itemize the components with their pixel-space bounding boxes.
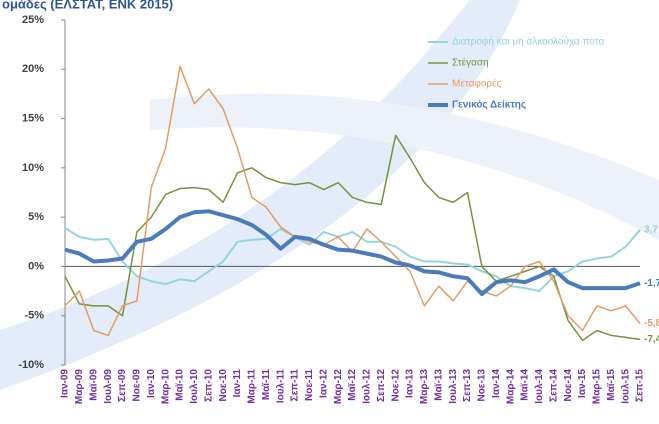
x-tick-label: Σεπ-13 — [462, 369, 473, 402]
x-tick-label: Σεπ-09 — [117, 369, 128, 402]
x-tick-label: Νοε-09 — [132, 369, 143, 402]
end-label: -1,7 — [644, 278, 659, 289]
x-tick-label: Σεπ-11 — [290, 369, 301, 402]
x-tick-label: Σεπ-14 — [548, 369, 559, 402]
y-tick-label: 10% — [22, 162, 44, 174]
x-tick-label: Ιαν-09 — [60, 369, 71, 398]
x-tick-label: Ιαν-11 — [232, 369, 243, 398]
x-tick-label: Μαϊ-11 — [261, 369, 272, 401]
x-tick-label: Ιουλ-13 — [448, 369, 459, 404]
x-tick-label: Σεπ-12 — [376, 369, 387, 402]
legend-label: Στέγαση — [452, 57, 489, 69]
background-swoosh — [0, 0, 520, 390]
x-tick-label: Μαϊ-15 — [606, 369, 617, 401]
x-tick-label: Ιουλ-09 — [103, 369, 114, 404]
x-tick-label: Μαρ-10 — [160, 369, 171, 405]
legend-label: Διατροφή και μη αλκοολούχα ποτά — [452, 36, 604, 48]
series-line — [64, 227, 641, 293]
x-tick-label: Ιαν-15 — [577, 369, 588, 398]
y-tick-label: -5% — [24, 310, 44, 322]
x-tick-label: Ιουλ-15 — [620, 369, 631, 404]
x-tick-label: Μαϊ-13 — [433, 369, 444, 401]
y-tick-label: 0% — [28, 260, 44, 272]
x-tick-label: Ιαν-13 — [405, 369, 416, 398]
x-tick-label: Μαϊ-12 — [347, 369, 358, 401]
x-tick-label: Μαρ-15 — [592, 369, 603, 405]
background-swoosh — [150, 93, 659, 240]
y-tick-label: 25% — [22, 14, 44, 26]
y-tick-label: 15% — [22, 112, 44, 124]
x-tick-label: Νοε-12 — [390, 369, 401, 402]
chart-title: ομάδες (ΕΛΣΤΑΤ, ΕΝΚ 2015) — [2, 0, 173, 11]
x-tick-label: Νοε-11 — [304, 369, 315, 401]
end-label: -5,8 — [644, 318, 659, 329]
end-label: 3,7 — [644, 225, 658, 236]
legend-label: Γενικός Δείκτης — [452, 100, 526, 111]
x-tick-label: Ιουλ-14 — [534, 369, 545, 404]
x-tick-label: Ιουλ-12 — [362, 369, 373, 404]
x-tick-label: Μαρ-09 — [74, 369, 85, 405]
x-tick-label: Ιουλ-11 — [275, 369, 286, 404]
x-tick-label: Μαϊ-14 — [520, 369, 531, 401]
series-line — [64, 134, 641, 342]
x-tick-label: Μαϊ-09 — [88, 369, 99, 401]
y-tick-label: 5% — [28, 211, 44, 223]
y-tick-label: 20% — [22, 63, 44, 75]
x-tick-label: Ιαν-12 — [318, 369, 329, 398]
x-tick-label: Μαρ-12 — [333, 369, 344, 405]
y-tick-label: -10% — [18, 359, 44, 371]
x-tick-label: Σεπ-15 — [635, 369, 646, 402]
x-tick-label: Ιουλ-10 — [189, 369, 200, 404]
x-tick-label: Μαϊ-10 — [175, 369, 186, 401]
x-tick-label: Μαρ-13 — [419, 369, 430, 405]
series-line — [64, 209, 641, 297]
x-tick-label: Νοε-10 — [218, 369, 229, 402]
x-tick-label: Μαρ-14 — [505, 369, 516, 405]
x-tick-label: Νοε-14 — [563, 369, 574, 402]
x-tick-label: Μαρ-11 — [247, 369, 258, 404]
x-tick-label: Ιαν-14 — [491, 369, 502, 398]
end-label: -7,4 — [644, 334, 659, 345]
x-tick-label: Ιαν-10 — [146, 369, 157, 398]
x-tick-label: Σεπ-10 — [203, 369, 214, 402]
legend-label: Μεταφορές — [452, 78, 502, 90]
x-tick-label: Νοε-13 — [477, 369, 488, 402]
